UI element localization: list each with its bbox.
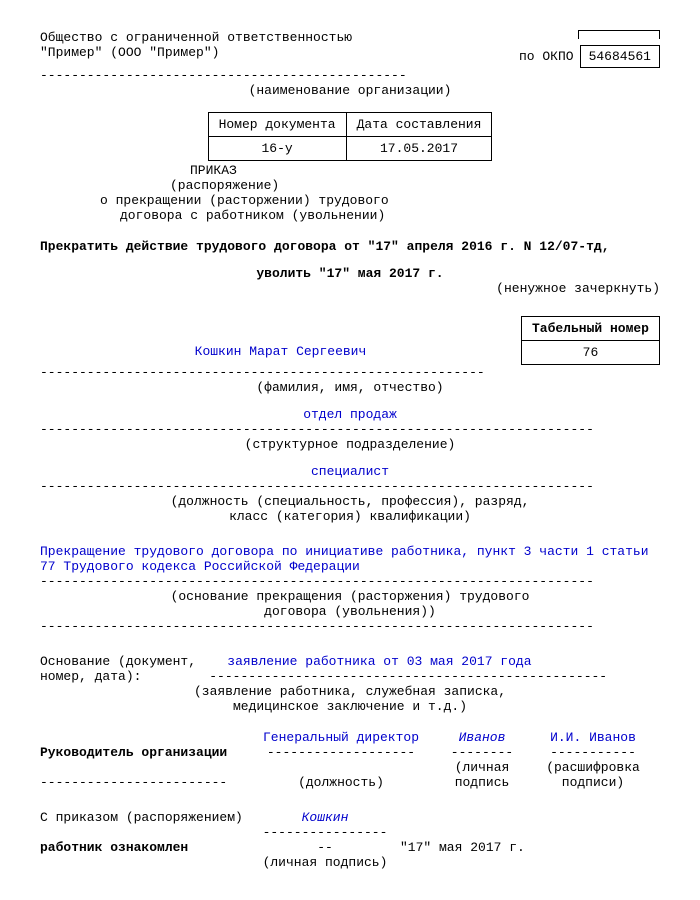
basis-hint2: медицинское заключение и т.д.)	[40, 699, 660, 714]
okpo-table: по ОКПО 54684561	[511, 45, 660, 68]
dept-hint: (структурное подразделение)	[40, 437, 660, 452]
bracket-icon	[578, 30, 660, 39]
basis-label2: номер, дата):	[40, 669, 141, 684]
basis-label1: Основание (документ,	[40, 654, 196, 669]
ack-line1: С приказом (распоряжением)	[40, 810, 250, 825]
header-row: Общество с ограниченной ответственностью…	[40, 30, 660, 68]
okpo-block: по ОКПО 54684561	[511, 30, 660, 68]
ack-sig: Кошкин	[260, 810, 390, 825]
dash: ------------------------	[40, 775, 240, 790]
org-name: Общество с ограниченной ответственностью…	[40, 30, 511, 60]
basis-hint1: (заявление работника, служебная записка,	[40, 684, 660, 699]
title-3: о прекращении (расторжении) трудового	[100, 193, 660, 208]
pos-value: специалист	[40, 464, 660, 479]
tabnum-value: 76	[521, 341, 659, 365]
mgr-hint-name: (расшифровка подписи)	[538, 760, 648, 790]
basis-block: Основание (документ, заявление работника…	[40, 654, 660, 714]
fio-row: Кошкин Марат Сергеевич Табельный номер 7…	[40, 316, 660, 365]
dash: ----------------------------------------…	[40, 619, 660, 634]
basis-value: заявление работника от 03 мая 2017 года	[227, 654, 531, 669]
docbox: Номер документа Дата составления 16-у 17…	[208, 112, 493, 161]
title-1: ПРИКАЗ	[190, 163, 660, 178]
okpo-label: по ОКПО	[511, 46, 580, 68]
reason-text: Прекращение трудового договора по инициа…	[40, 544, 660, 574]
title-4: договора с работником (увольнении)	[120, 208, 660, 223]
dash: ----------------------------------------…	[40, 422, 660, 437]
fio-value: Кошкин Марат Сергеевич	[195, 344, 367, 359]
org-line2: "Пример" (ООО "Пример")	[40, 45, 511, 60]
mgr-row: Генеральный директор Иванов И.И. Иванов …	[40, 730, 660, 790]
dash: ----------------------------------------…	[209, 669, 607, 684]
mgr-label: Руководитель организации	[40, 745, 240, 760]
dash: ----------------------------------------…	[40, 365, 660, 380]
reason-hint1: (основание прекращения (расторжения) тру…	[40, 589, 660, 604]
tabnum-wrap: Табельный номер 76	[521, 316, 660, 365]
reason-hint2: договора (увольнения))	[40, 604, 660, 619]
mgr-sig: Иванов	[442, 730, 522, 745]
docbox-date: 17.05.2017	[346, 137, 492, 161]
mgr-hint-sig: (личная подпись	[442, 760, 522, 790]
docbox-num: 16-у	[208, 137, 346, 161]
dash: ----------------------------------------…	[40, 574, 660, 589]
org-hint: (наименование организации)	[40, 83, 660, 98]
strike-hint: (ненужное зачеркнуть)	[40, 281, 660, 296]
ack-block: С приказом (распоряжением) Кошкин работн…	[40, 810, 660, 870]
okpo-value: 54684561	[580, 46, 659, 68]
ack-hint: (личная подпись)	[260, 855, 390, 870]
docbox-col2: Дата составления	[346, 113, 492, 137]
dash: ----------------------------------------…	[40, 479, 660, 494]
dash: ----------------------------------------…	[40, 68, 660, 83]
docbox-wrap: Номер документа Дата составления 16-у 17…	[40, 112, 660, 161]
mgr-post: Генеральный директор	[256, 730, 426, 745]
org-line1: Общество с ограниченной ответственностью	[40, 30, 511, 45]
tabnum-header: Табельный номер	[521, 317, 659, 341]
pos-hint1: (должность (специальность, профессия), р…	[40, 494, 660, 509]
fio-hint: (фамилия, имя, отчество)	[40, 380, 660, 395]
mgr-name: И.И. Иванов	[538, 730, 648, 745]
title-block: ПРИКАЗ (распоряжение) о прекращении (рас…	[40, 163, 660, 223]
main-bold: Прекратить действие трудового договора о…	[40, 239, 660, 254]
docbox-col1: Номер документа	[208, 113, 346, 137]
ack-line2: работник ознакомлен	[40, 840, 250, 855]
title-2: (распоряжение)	[170, 178, 660, 193]
dismiss-bold: уволить "17" мая 2017 г.	[40, 266, 660, 281]
pos-hint2: класс (категория) квалификации)	[40, 509, 660, 524]
ack-date: "17" мая 2017 г.	[400, 840, 525, 855]
dept-value: отдел продаж	[40, 407, 660, 422]
mgr-hint-post: (должность)	[256, 775, 426, 790]
